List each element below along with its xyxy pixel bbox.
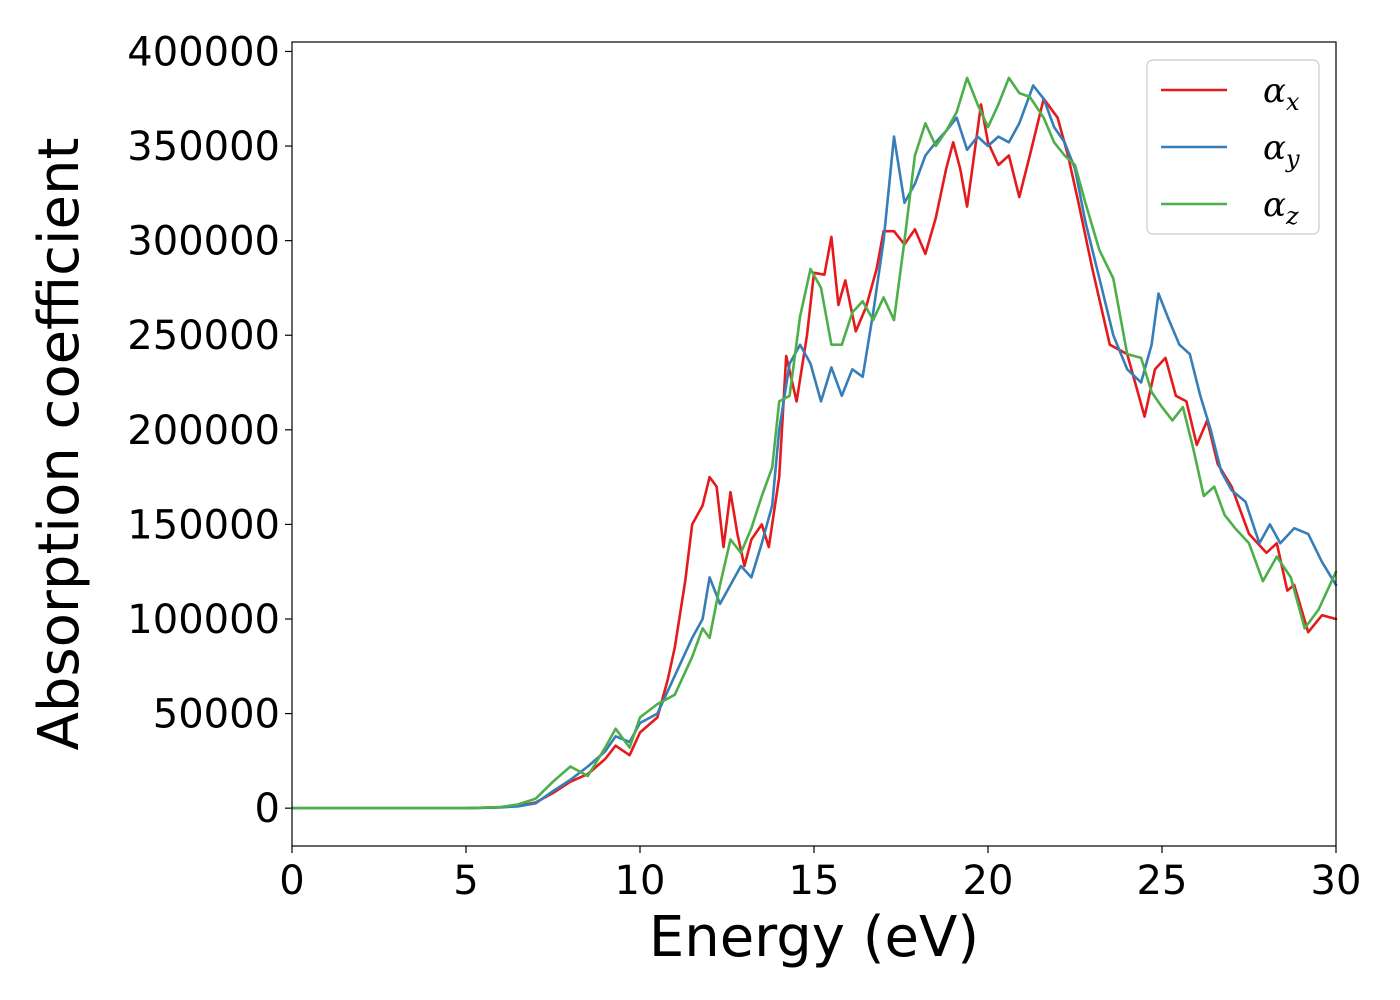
legend-label-y: αy xyxy=(1263,128,1300,173)
x-tick-label: 30 xyxy=(1311,858,1362,904)
x-axis-title: Energy (eV) xyxy=(649,905,979,970)
legend-label-main: α xyxy=(1263,128,1286,168)
legend-label-z: αz xyxy=(1263,185,1299,230)
x-tick-label: 25 xyxy=(1137,858,1188,904)
legend-label-sub: z xyxy=(1285,202,1299,230)
y-axis-title: Absorption coefficient xyxy=(27,138,92,751)
y-tick-label: 0 xyxy=(255,786,280,832)
legend-label-main: α xyxy=(1263,71,1286,111)
series-line-y xyxy=(290,84,1338,810)
x-tick-label: 10 xyxy=(615,858,666,904)
y-tick-label: 150000 xyxy=(127,502,280,548)
series-line-x xyxy=(290,97,1338,810)
legend-label-sub: x xyxy=(1286,88,1300,116)
x-tick-label: 20 xyxy=(963,858,1014,904)
y-tick-label: 100000 xyxy=(127,597,280,643)
y-tick-label: 250000 xyxy=(127,313,280,359)
legend-label-x: αx xyxy=(1263,71,1300,116)
y-tick-label: 400000 xyxy=(127,29,280,75)
x-tick-label: 15 xyxy=(789,858,840,904)
x-tick-label: 0 xyxy=(279,858,304,904)
legend-box xyxy=(1146,59,1320,235)
x-tick-label: 5 xyxy=(453,858,478,904)
y-tick-label: 50000 xyxy=(153,692,280,738)
axis-ticks: 0 5 10 15 20 25 30 0 50000 100000 150000 200000 2500… xyxy=(127,29,1361,904)
series-line-z xyxy=(290,76,1338,810)
plot-frame xyxy=(291,41,1337,847)
legend-label-sub: y xyxy=(1285,145,1300,173)
y-tick-label: 300000 xyxy=(127,219,280,265)
legend-label-main: α xyxy=(1263,185,1286,225)
y-tick-label: 350000 xyxy=(127,124,280,170)
y-tick-label: 200000 xyxy=(127,408,280,454)
series-lines xyxy=(290,76,1338,810)
